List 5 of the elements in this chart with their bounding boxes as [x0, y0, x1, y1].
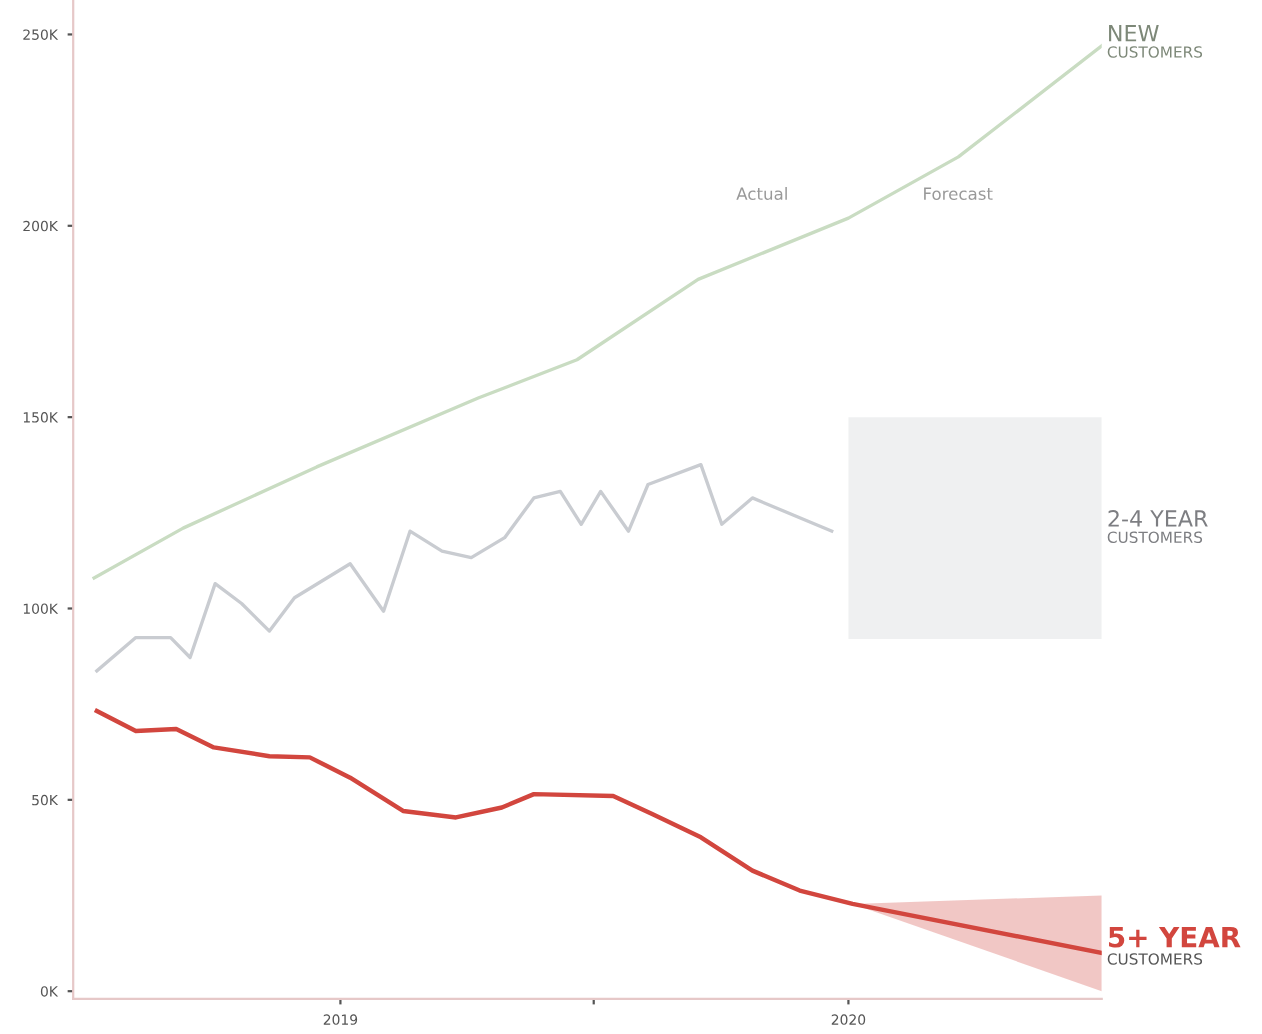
line-series [95, 462, 834, 673]
line-series [92, 44, 1102, 580]
line-series [94, 708, 1102, 956]
annotation: Actual [736, 187, 787, 201]
annotation: Forecast [924, 187, 993, 201]
